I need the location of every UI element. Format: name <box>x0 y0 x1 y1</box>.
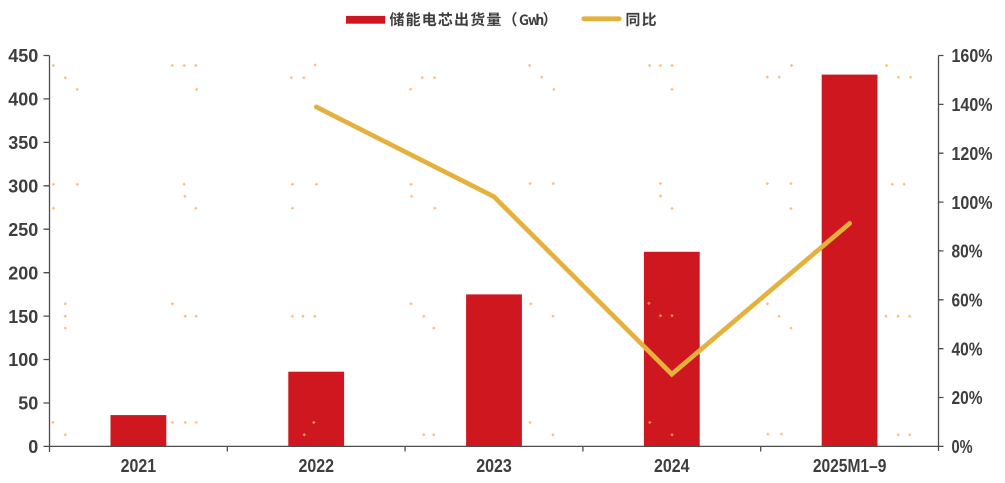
svg-text:2023: 2023 <box>476 455 512 476</box>
svg-text:60%: 60% <box>952 290 983 311</box>
svg-text:350: 350 <box>8 132 38 153</box>
svg-text:100: 100 <box>8 349 38 370</box>
svg-text:20%: 20% <box>952 387 983 408</box>
svg-text:140%: 140% <box>952 94 993 115</box>
svg-text:40%: 40% <box>952 338 983 359</box>
svg-text:80%: 80% <box>952 241 983 262</box>
svg-text:0: 0 <box>28 436 38 457</box>
svg-text:2025M1–9: 2025M1–9 <box>813 455 887 476</box>
svg-text:2021: 2021 <box>121 455 157 476</box>
svg-text:400: 400 <box>8 89 38 110</box>
svg-text:300: 300 <box>8 176 38 197</box>
svg-text:120%: 120% <box>952 143 993 164</box>
svg-text:200: 200 <box>8 262 38 283</box>
svg-text:2024: 2024 <box>654 455 690 476</box>
svg-text:0%: 0% <box>952 436 973 457</box>
svg-text:450: 450 <box>8 45 38 66</box>
svg-text:150: 150 <box>8 306 38 327</box>
svg-text:160%: 160% <box>952 45 993 66</box>
svg-text:2022: 2022 <box>298 455 334 476</box>
svg-text:100%: 100% <box>952 192 993 213</box>
svg-text:50: 50 <box>18 393 38 414</box>
svg-text:250: 250 <box>8 219 38 240</box>
